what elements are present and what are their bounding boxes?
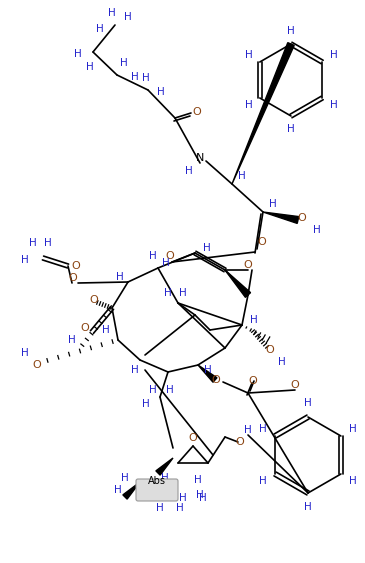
- Text: O: O: [166, 251, 174, 261]
- Text: O: O: [32, 360, 41, 370]
- Text: H: H: [179, 493, 187, 503]
- Polygon shape: [123, 482, 140, 499]
- Text: H: H: [142, 399, 150, 409]
- Text: H: H: [131, 365, 139, 375]
- Text: O: O: [81, 323, 89, 333]
- Polygon shape: [225, 270, 251, 297]
- Text: H: H: [142, 73, 150, 83]
- Text: H: H: [164, 288, 172, 298]
- Text: H: H: [74, 49, 82, 59]
- Text: H: H: [162, 258, 170, 268]
- Text: H: H: [245, 100, 253, 109]
- Text: H: H: [199, 493, 207, 503]
- Text: O: O: [297, 213, 306, 223]
- Text: H: H: [161, 473, 169, 483]
- Text: H: H: [304, 502, 312, 512]
- Text: H: H: [204, 365, 212, 375]
- Text: H: H: [330, 51, 337, 60]
- Text: H: H: [96, 24, 104, 34]
- Text: H: H: [330, 100, 337, 109]
- Text: H: H: [114, 485, 122, 495]
- Text: H: H: [116, 272, 124, 282]
- Text: O: O: [258, 237, 266, 247]
- Text: H: H: [21, 255, 29, 265]
- Text: O: O: [291, 380, 299, 390]
- Text: O: O: [72, 261, 80, 271]
- Text: N: N: [196, 153, 204, 163]
- Text: H: H: [349, 424, 357, 434]
- Text: H: H: [250, 315, 258, 325]
- Text: H: H: [269, 199, 277, 209]
- Text: H: H: [156, 503, 164, 513]
- Text: Abs: Abs: [148, 476, 166, 486]
- Text: O: O: [90, 295, 99, 305]
- Text: H: H: [203, 243, 211, 253]
- FancyBboxPatch shape: [136, 479, 178, 501]
- Polygon shape: [263, 212, 299, 224]
- Text: H: H: [304, 398, 312, 408]
- Text: H: H: [157, 87, 165, 97]
- Text: H: H: [179, 288, 187, 298]
- Text: H: H: [194, 475, 202, 485]
- Text: H: H: [108, 8, 116, 18]
- Text: O: O: [189, 433, 197, 443]
- Text: H: H: [21, 348, 29, 358]
- Text: H: H: [44, 238, 52, 248]
- Text: H: H: [238, 171, 246, 181]
- Text: H: H: [102, 325, 110, 335]
- Polygon shape: [198, 365, 217, 382]
- Text: H: H: [86, 62, 94, 72]
- Text: H: H: [245, 51, 253, 60]
- Text: H: H: [196, 490, 204, 500]
- Text: H: H: [149, 385, 157, 395]
- Text: H: H: [29, 238, 37, 248]
- Text: H: H: [287, 26, 295, 36]
- Text: O: O: [236, 437, 245, 447]
- Polygon shape: [156, 458, 173, 475]
- Text: H: H: [166, 385, 174, 395]
- Text: H: H: [176, 503, 184, 513]
- Text: O: O: [266, 345, 274, 355]
- Text: H: H: [349, 476, 357, 486]
- Text: O: O: [212, 375, 220, 385]
- Text: H: H: [287, 124, 295, 134]
- Polygon shape: [232, 43, 294, 184]
- Text: H: H: [185, 166, 193, 176]
- Text: H: H: [120, 58, 128, 68]
- Text: H: H: [149, 251, 157, 261]
- Text: O: O: [69, 273, 77, 283]
- Text: O: O: [193, 107, 201, 117]
- Text: H: H: [259, 476, 267, 486]
- Text: O: O: [243, 260, 252, 270]
- Text: H: H: [278, 357, 286, 367]
- Text: H: H: [68, 335, 76, 345]
- Text: H: H: [244, 425, 252, 435]
- Text: O: O: [249, 376, 257, 386]
- Text: H: H: [259, 424, 267, 434]
- Text: H: H: [124, 12, 132, 22]
- Text: H: H: [121, 473, 129, 483]
- Text: H: H: [131, 72, 139, 82]
- Text: H: H: [313, 225, 321, 235]
